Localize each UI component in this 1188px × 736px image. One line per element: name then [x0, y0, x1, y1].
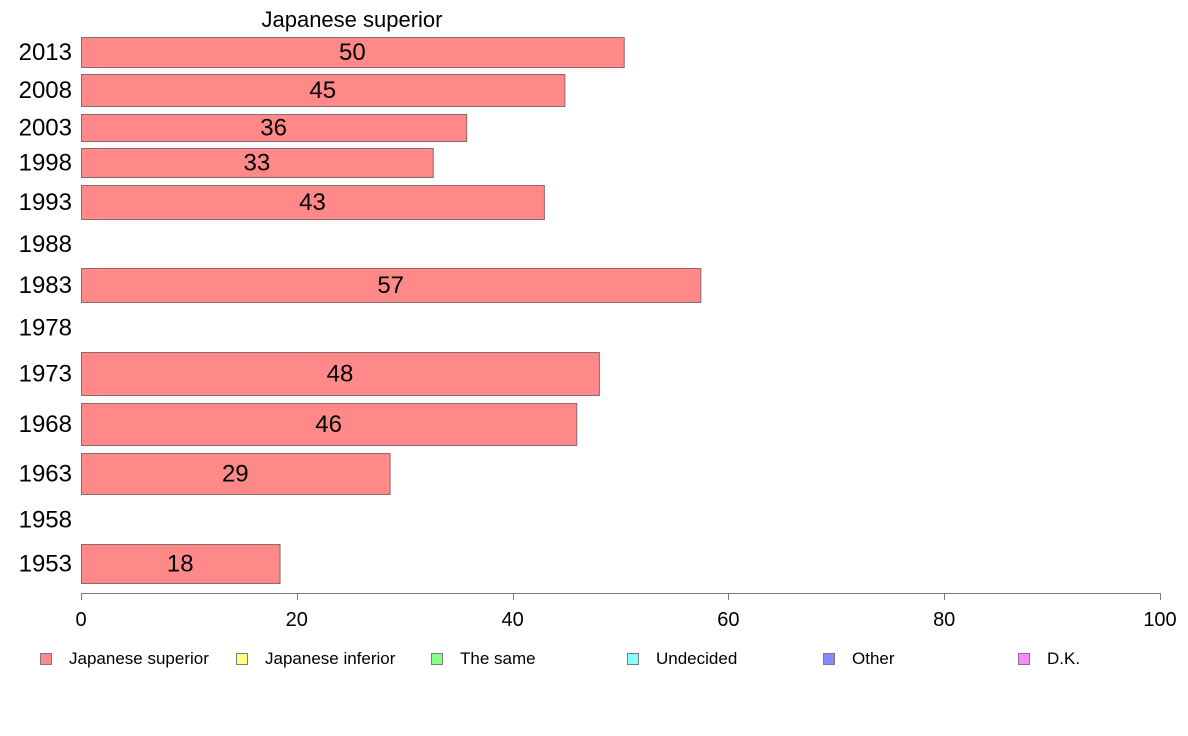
data-label-1963: 29 — [222, 461, 249, 488]
legend-swatch — [627, 653, 639, 665]
legend-swatch — [40, 653, 52, 665]
legend-swatch — [236, 653, 248, 665]
legend-swatch — [1018, 653, 1030, 665]
legend-item-other: Other — [823, 647, 895, 671]
legend-item-d-k: D.K. — [1018, 647, 1080, 671]
data-label-1968: 46 — [315, 411, 342, 438]
legend-label: Other — [852, 649, 895, 668]
chart-title: Japanese superior — [261, 7, 442, 32]
bar-1973 — [81, 352, 600, 396]
legend-item-undecided: Undecided — [627, 647, 737, 671]
legend-label: The same — [460, 649, 536, 668]
category-label-1983: 1983 — [19, 272, 72, 299]
category-label-1968: 1968 — [19, 411, 72, 438]
category-label-1998: 1998 — [19, 150, 72, 177]
bar-1998 — [81, 148, 434, 178]
bar-2003 — [81, 114, 468, 142]
x-tick-label-80: 80 — [933, 609, 955, 631]
category-label-1973: 1973 — [19, 361, 72, 388]
legend-label: Japanese inferior — [265, 649, 396, 668]
category-label-1978: 1978 — [19, 315, 72, 342]
data-label-1983: 57 — [377, 272, 404, 299]
data-label-1993: 43 — [299, 189, 326, 216]
legend-item-japanese-superior: Japanese superior — [40, 647, 209, 671]
category-label-1953: 1953 — [19, 551, 72, 578]
data-label-1973: 48 — [327, 361, 354, 388]
x-axis: 0 20 40 60 80 100 — [75, 593, 1177, 631]
category-label-1993: 1993 — [19, 189, 72, 216]
legend-label: Undecided — [656, 649, 738, 668]
data-label-1953: 18 — [167, 551, 194, 578]
data-label-2008: 45 — [309, 77, 336, 104]
category-label-2003: 2003 — [19, 115, 72, 142]
legend-swatch — [431, 653, 443, 665]
category-label-2008: 2008 — [19, 77, 72, 104]
legend-label: D.K. — [1047, 649, 1081, 668]
bar-1983 — [81, 268, 702, 303]
x-tick-label-40: 40 — [501, 609, 523, 631]
legend-item-japanese-inferior: Japanese inferior — [236, 647, 395, 671]
data-label-2013: 50 — [339, 39, 366, 66]
legend-item-the-same: The same — [431, 647, 536, 671]
data-label-2003: 36 — [260, 115, 287, 142]
x-tick-label-20: 20 — [286, 609, 308, 631]
bar-2008 — [81, 74, 566, 107]
x-tick-label-100: 100 — [1143, 609, 1176, 631]
category-label-1963: 1963 — [19, 461, 72, 488]
legend-swatch — [823, 653, 835, 665]
legend-label: Japanese superior — [69, 649, 209, 668]
category-label-1988: 1988 — [19, 231, 72, 258]
category-label-1958: 1958 — [19, 507, 72, 534]
bar-1963 — [81, 453, 391, 495]
x-tick-label-0: 0 — [75, 609, 86, 631]
category-labels: 2013 2008 2003 1998 1993 1988 1983 1978 1973 1968… — [19, 39, 72, 578]
bar-1993 — [81, 185, 545, 220]
bar-1968 — [81, 403, 578, 446]
bar-2013 — [81, 37, 625, 68]
legend: Japanese superior Japanese inferior The sa… — [0, 647, 1188, 671]
bar-1953 — [81, 544, 281, 584]
x-tick-label-60: 60 — [717, 609, 739, 631]
category-label-2013: 2013 — [19, 39, 72, 66]
data-label-1998: 33 — [244, 150, 271, 177]
